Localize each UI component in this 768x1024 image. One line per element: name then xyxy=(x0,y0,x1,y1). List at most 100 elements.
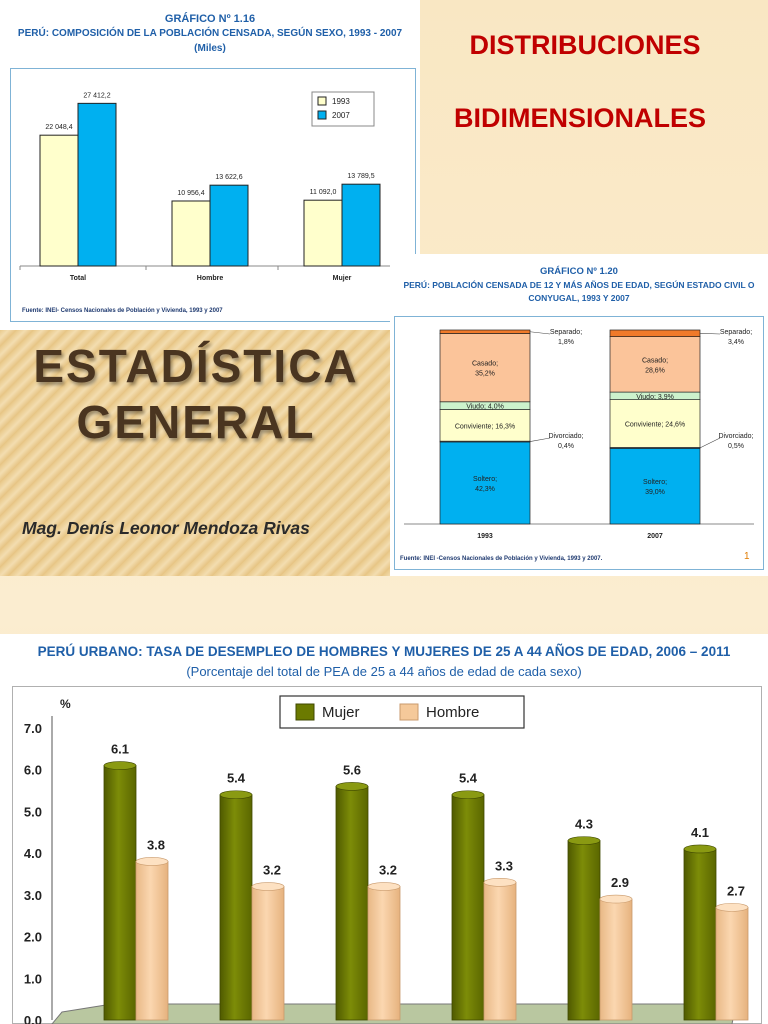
chart1-data-label: 13 789,5 xyxy=(347,173,374,180)
chart1-data-label: 22 048,4 xyxy=(45,124,72,131)
chart2-svg: Soltero; 42,3% Divorciado; 0,4% Conviviente;… xyxy=(400,329,754,562)
chart2-data-label-soltero: Soltero; xyxy=(473,476,497,483)
chart2-segment-casado-1993 xyxy=(439,333,531,403)
chart2-segment-conviviente-1993 xyxy=(439,409,531,442)
chart3-ytick-label: 7.0 xyxy=(24,721,42,736)
chart3-ytick-label: 6.0 xyxy=(24,763,42,778)
chart3-bar-top-hombre xyxy=(251,882,285,891)
chart3-data-label: 6.1 xyxy=(111,742,129,757)
chart3-data-label: 3.2 xyxy=(379,863,397,878)
author-name: Mag. Denís Leonor Mendoza Rivas xyxy=(22,518,310,538)
chart3-bar-hombre-2011 xyxy=(715,906,749,1021)
chart1-bar-mujer-1993 xyxy=(303,199,343,267)
chart3-bar-top-mujer xyxy=(103,761,137,770)
chart2-data-label-separado: Separado; xyxy=(550,329,582,336)
chart3-ylabel: % xyxy=(60,697,71,711)
chart3-bar-hombre-2006 xyxy=(135,861,169,1021)
chart3-bar-mujer-2010 xyxy=(567,840,601,1021)
chart2-segment-soltero-2007 xyxy=(609,447,701,525)
chart1-source: Fuente: INEI- Censos Nacionales de Pobla… xyxy=(22,308,223,314)
chart3-legend-label-hombre: Hombre xyxy=(426,704,479,721)
chart3-subtitle: (Porcentaje del total de PEA de 25 a 44 … xyxy=(186,664,582,679)
chart1-bar-mujer-2007 xyxy=(341,183,381,267)
chart3-bar-top-hombre xyxy=(135,857,169,866)
chart2-data-label-divorciado: 0,4% xyxy=(558,443,574,450)
chart1-unit: (Miles) xyxy=(194,43,226,54)
chart1-bar-total-2007 xyxy=(77,102,117,267)
chart3-ytick-label: 3.0 xyxy=(24,888,42,903)
chart2-frame xyxy=(394,316,764,570)
chart2-leader-line xyxy=(699,437,721,449)
chart2-category-label: 1993 xyxy=(477,533,493,540)
chart1-title: GRÁFICO Nº 1.16 xyxy=(164,13,256,25)
chart1-legend-label-2007: 2007 xyxy=(332,111,350,120)
page-number: 1 xyxy=(744,551,750,562)
chart2-data-label-casado: 28,6% xyxy=(645,367,665,374)
chart3-bar-top-mujer xyxy=(451,790,485,800)
chart3-bar-hombre-2007 xyxy=(251,886,285,1021)
chart2-data-label-separado: Separado; xyxy=(720,329,752,336)
chart3-bar-top-hombre xyxy=(483,878,517,887)
chart3-bar-top-hombre xyxy=(367,882,401,891)
chart2-data-label-casado: Casado; xyxy=(472,361,498,368)
chart3-data-label: 3.3 xyxy=(495,858,513,873)
chart3-bar-mujer-2008 xyxy=(335,786,369,1021)
chart2-data-label-divorciado: 0,5% xyxy=(728,443,744,450)
chart3-data-label: 3.8 xyxy=(147,837,165,852)
chart2-data-label-soltero: 42,3% xyxy=(475,486,495,493)
chart1-bar-total-1993 xyxy=(39,134,79,267)
chart3-bar-hombre-2009 xyxy=(483,881,517,1021)
chart2-leader-line xyxy=(529,331,551,335)
chart2-data-label-soltero: 39,0% xyxy=(645,489,665,496)
chart1-category-label: Hombre xyxy=(197,275,224,282)
chart3-ytick-label: 1.0 xyxy=(24,971,42,986)
chart3-bar-top-mujer xyxy=(683,844,717,854)
chart2-category-label: 2007 xyxy=(647,533,663,540)
chart2-segment-conviviente-2007 xyxy=(609,399,701,448)
chart3-legend-swatch-hombre xyxy=(399,703,419,721)
chart2-data-label-soltero: Soltero; xyxy=(643,479,667,486)
page-title-line1: DISTRIBUCIONES xyxy=(469,30,701,60)
chart1-legend-label-1993: 1993 xyxy=(332,97,350,106)
chart3-data-label: 5.6 xyxy=(343,762,361,777)
page-title-line2: BIDIMENSIONALES xyxy=(453,103,707,133)
chart1-frame xyxy=(10,68,416,322)
chart3-data-label: 3.2 xyxy=(263,863,281,878)
cover-title-line2: GENERAL xyxy=(76,396,316,448)
chart3-bar-mujer-2011 xyxy=(683,848,717,1021)
chart2-segment-separado-1993 xyxy=(439,329,531,334)
chart3-data-label: 4.3 xyxy=(575,817,593,832)
chart3-ytick-label: 4.0 xyxy=(24,846,42,861)
chart3-bar-mujer-2007 xyxy=(219,794,253,1021)
chart2-subtitle-line1: PERÚ: POBLACIÓN CENSADA DE 12 Y MÁS AÑOS… xyxy=(403,280,755,290)
chart2-data-label-conviviente: Conviviente; 24,6% xyxy=(625,422,685,429)
chart3-bar-mujer-2009 xyxy=(451,794,485,1021)
chart3-ytick-label: 2.0 xyxy=(24,930,42,945)
cover-title: ESTADÍSTICA GENERAL xyxy=(0,338,392,450)
chart2-title: GRÁFICO Nº 1.20 xyxy=(540,266,618,277)
chart3-bar-mujer-2006 xyxy=(103,765,137,1021)
chart3-data-label: 2.9 xyxy=(611,875,629,890)
chart3-bar-top-mujer xyxy=(335,782,369,791)
chart1-svg: 22 048,4 27 412,2 Total 10 956,4 13 622,6 Hom… xyxy=(19,91,409,314)
chart1-bar-hombre-1993 xyxy=(171,200,211,267)
chart2-data-label-conviviente: Conviviente; 16,3% xyxy=(455,423,515,430)
chart3-bar-top-mujer xyxy=(219,790,253,800)
chart2-data-label-viudo: Viudo; 4,0% xyxy=(466,404,504,411)
chart2-data-label-divorciado: Divorciado; xyxy=(718,433,753,440)
chart1-data-label: 10 956,4 xyxy=(177,190,204,197)
chart1-legend-swatch-2007 xyxy=(317,110,327,120)
chart3-bar-top-mujer xyxy=(567,836,601,845)
chart2-leader-line xyxy=(699,332,721,335)
chart2-leader-line xyxy=(529,437,551,442)
chart2-data-label-casado: Casado; xyxy=(642,357,668,364)
chart2-data-label-separado: 3,4% xyxy=(728,339,744,346)
chart3-data-label: 5.4 xyxy=(459,771,478,786)
cover-title-line1: ESTADÍSTICA xyxy=(33,340,359,392)
chart1-category-label: Total xyxy=(70,275,86,282)
chart2-data-label-casado: 35,2% xyxy=(475,371,495,378)
chart2-source: Fuente: INEI -Censos Nacionales de Pobla… xyxy=(400,556,603,562)
chart2-subtitle-line2: CONYUGAL, 1993 Y 2007 xyxy=(528,293,630,303)
chart3-data-label: 5.4 xyxy=(227,771,246,786)
chart1-subtitle: PERÚ: COMPOSICIÓN DE LA POBLACIÓN CENSAD… xyxy=(17,28,403,39)
